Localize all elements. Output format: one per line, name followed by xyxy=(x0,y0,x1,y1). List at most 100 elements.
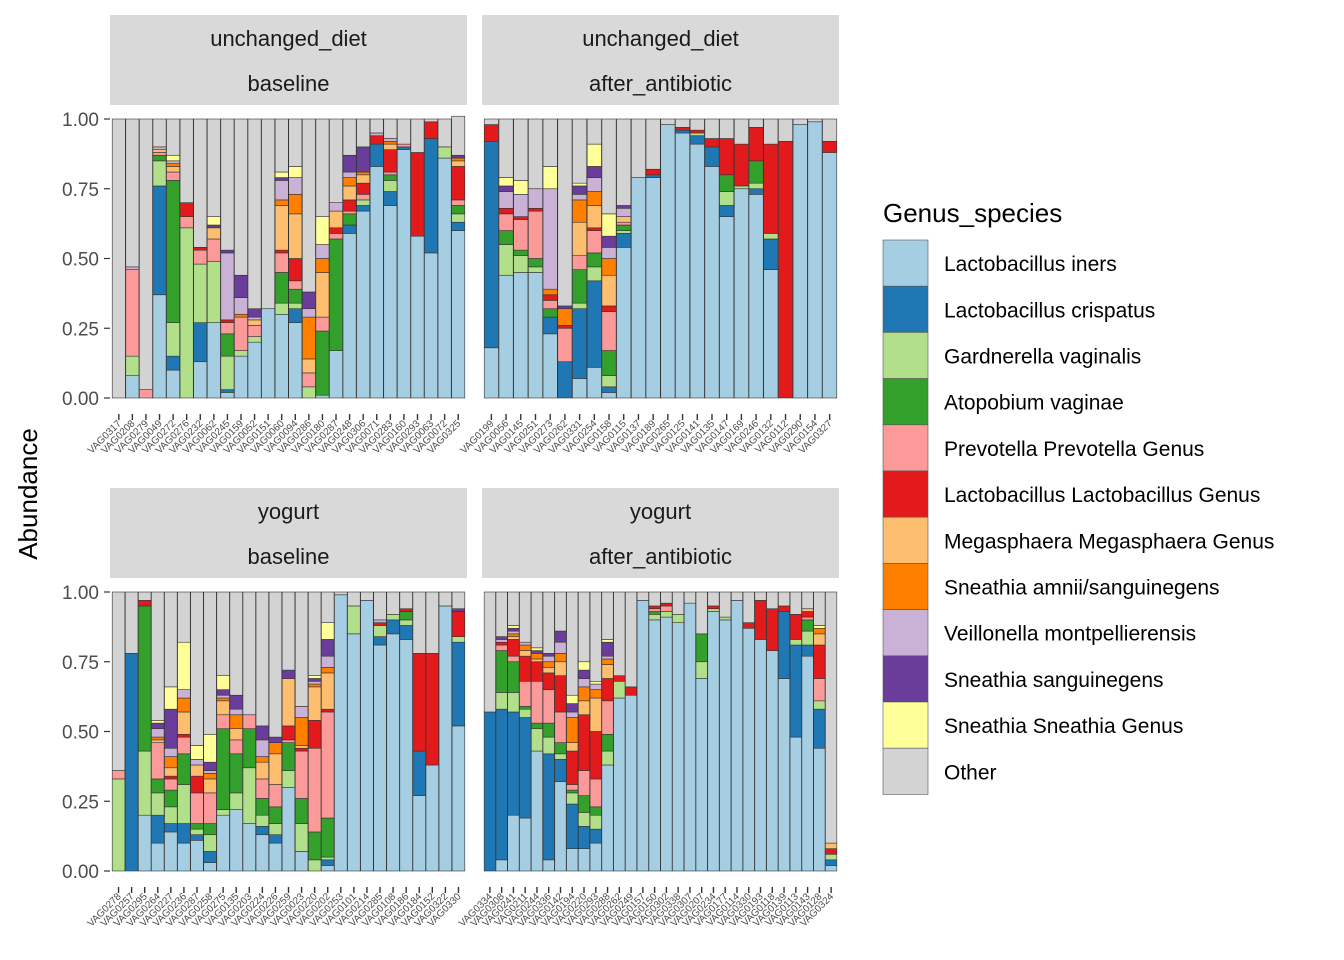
bar-segment xyxy=(495,639,508,643)
legend-key xyxy=(882,609,929,657)
bar-segment xyxy=(825,848,838,855)
bar-segment xyxy=(281,669,296,679)
bar-segment xyxy=(268,842,283,872)
bar-segment xyxy=(152,118,167,148)
bar-segment xyxy=(369,166,384,399)
bar-segment xyxy=(542,333,558,399)
bar-segment xyxy=(329,202,343,212)
bar-segment xyxy=(383,180,398,192)
bar-segment xyxy=(519,641,532,646)
bar-segment xyxy=(530,750,543,872)
bar-segment xyxy=(578,700,591,716)
bar-segment xyxy=(572,269,588,304)
bar-segment xyxy=(507,625,520,629)
bar-segment xyxy=(707,611,720,872)
facet-strip-label-bottom: baseline xyxy=(248,71,330,96)
bar-segment xyxy=(586,230,602,254)
bar-segment xyxy=(206,322,221,399)
bar-segment xyxy=(601,213,617,237)
bar-segment xyxy=(530,728,543,752)
bar-segment xyxy=(138,750,152,816)
bar-segment xyxy=(601,274,617,307)
bar-segment xyxy=(315,316,330,332)
bar-segment xyxy=(542,591,555,654)
bar-segment xyxy=(451,230,466,399)
bar-segment xyxy=(451,641,466,727)
bar-segment xyxy=(356,182,371,195)
bar-segment xyxy=(766,650,779,872)
bar-segment xyxy=(519,650,532,657)
bar-segment xyxy=(542,753,555,861)
bar-segment xyxy=(203,851,217,863)
bar-segment xyxy=(190,591,204,746)
bar-segment xyxy=(242,714,256,730)
legend-label: Lactobacillus Lactobacillus Genus xyxy=(944,484,1260,507)
bar-segment xyxy=(373,619,387,623)
bar-segment xyxy=(399,591,413,610)
bar-segment xyxy=(754,600,767,640)
bar-segment xyxy=(586,227,602,231)
bar-segment xyxy=(190,823,204,830)
bar-segment xyxy=(631,177,646,399)
bar-segment xyxy=(288,177,303,195)
bar-segment xyxy=(730,600,743,872)
bar-segment xyxy=(216,694,230,699)
bar-segment xyxy=(247,308,262,318)
bar-segment xyxy=(513,118,529,181)
bar-segment xyxy=(203,823,217,836)
bar-segment xyxy=(206,260,221,323)
bar-segment xyxy=(498,274,514,399)
bar-segment xyxy=(451,115,466,156)
bar-segment xyxy=(451,221,466,231)
bar-segment xyxy=(164,831,178,872)
bar-segment xyxy=(601,664,614,679)
bar-segment xyxy=(572,185,588,195)
bar-segment xyxy=(383,174,398,181)
bar-segment xyxy=(789,591,802,615)
bar-segment xyxy=(288,302,303,310)
bar-segment xyxy=(822,118,838,142)
bar-segment xyxy=(578,591,591,663)
bar-segment xyxy=(789,644,802,738)
facet-panel: yogurtafter_antibioticVAG0334VAG0308VAG0… xyxy=(457,488,839,929)
bar-segment xyxy=(695,633,708,663)
bar-segment xyxy=(164,708,178,749)
bar-segment xyxy=(557,325,573,329)
bar-segment xyxy=(216,809,230,816)
bar-segment xyxy=(586,143,602,167)
bar-segment xyxy=(220,249,235,254)
y-axis-title: Abundance xyxy=(13,428,43,560)
bar-segment xyxy=(645,174,661,178)
bar-segment xyxy=(822,152,838,399)
bar-segment xyxy=(268,742,283,755)
legend-key xyxy=(882,747,929,795)
bar-segment xyxy=(792,118,808,125)
bar-segment xyxy=(268,834,283,844)
bar-segment xyxy=(179,227,194,399)
bar-segment xyxy=(281,770,296,788)
bar-segment xyxy=(234,316,248,351)
bar-segment xyxy=(498,177,514,187)
bar-segment xyxy=(451,160,466,167)
bar-segment xyxy=(519,817,532,872)
y-tick-label: 0.25 xyxy=(62,792,99,813)
bar-segment xyxy=(542,188,558,290)
bar-segment xyxy=(288,280,303,290)
bar-segment xyxy=(554,653,567,663)
bars xyxy=(483,591,838,872)
bar-segment xyxy=(334,594,348,872)
bar-segment xyxy=(151,720,165,724)
bar-segment xyxy=(778,591,791,607)
bar-segment xyxy=(342,213,357,226)
y-tick-label: 0.00 xyxy=(62,389,99,410)
bar-segment xyxy=(813,627,826,635)
bar-segment xyxy=(424,138,438,254)
bar-segment xyxy=(451,591,466,610)
bar-segment xyxy=(683,602,696,872)
bar-segment xyxy=(281,742,296,771)
bar-segment xyxy=(586,118,602,145)
bar-segment xyxy=(216,728,230,810)
bar-segment xyxy=(138,591,152,601)
bar-segment xyxy=(139,118,153,390)
